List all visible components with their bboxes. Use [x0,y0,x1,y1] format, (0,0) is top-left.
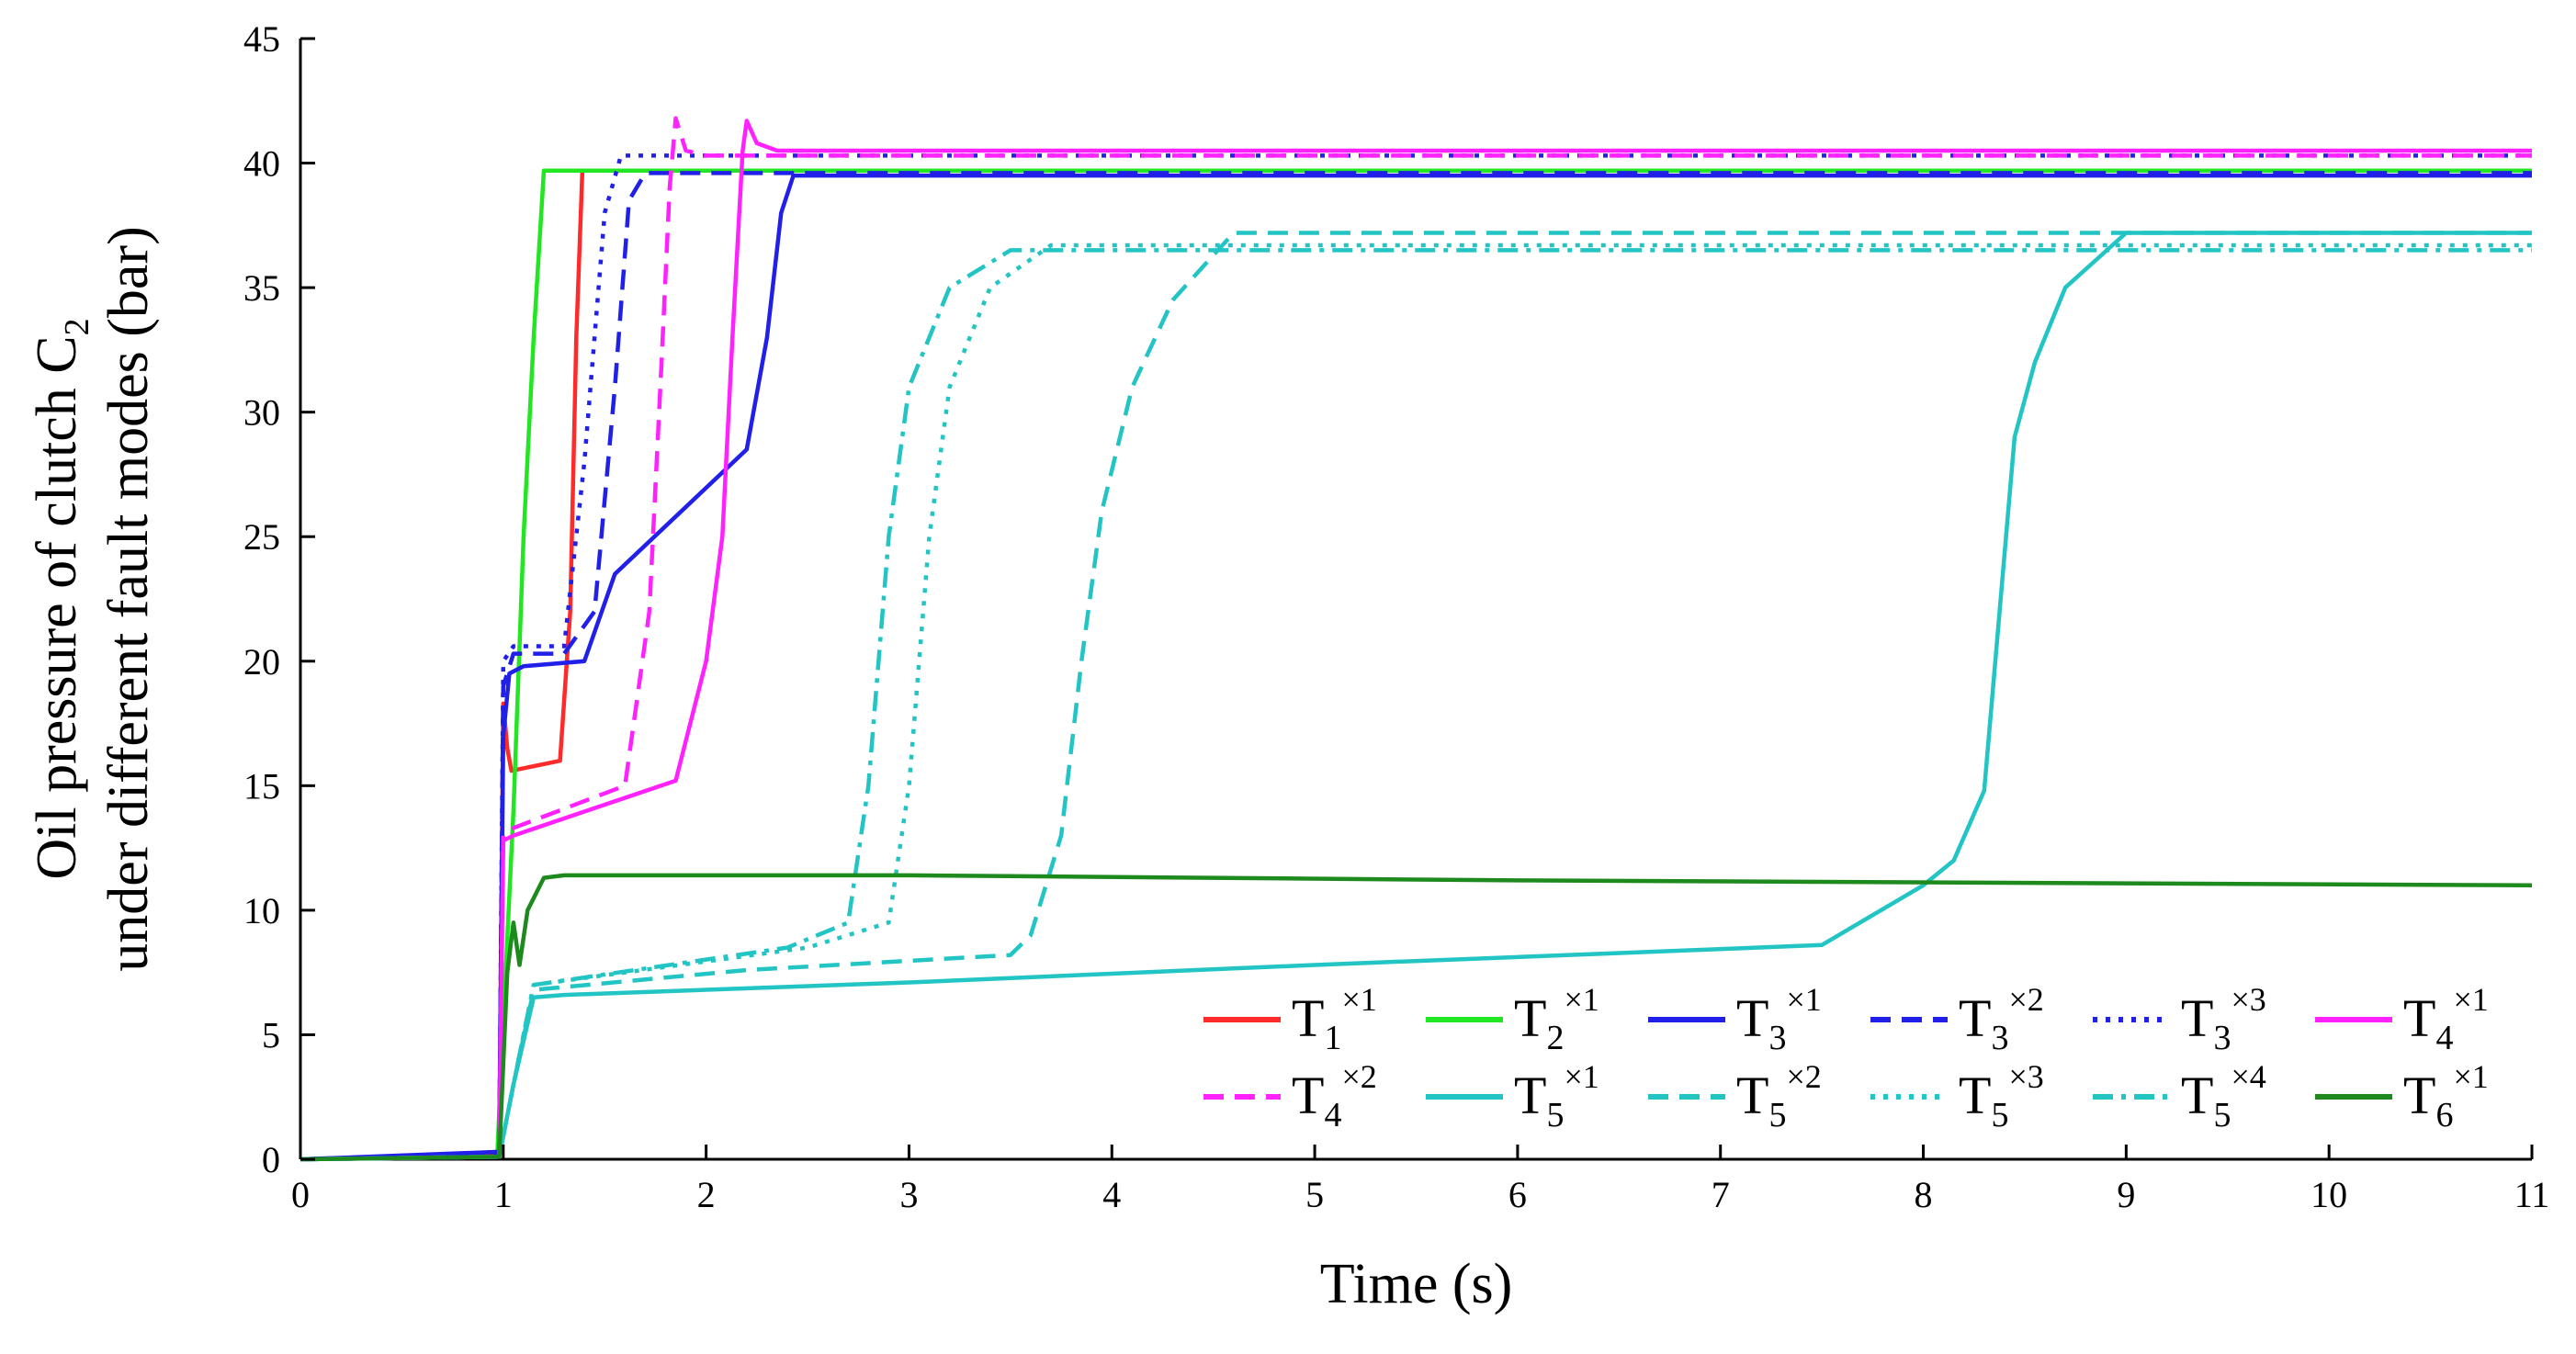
series-line-t6-x1 [299,873,2533,1162]
legend-entry-sub: 5 [2213,1096,2231,1134]
x-tick-label: 9 [2117,1174,2135,1215]
legend-entry-sup: ×2 [2008,981,2043,1018]
legend-entry-sub: 5 [1546,1096,1564,1134]
y-tick-label: 45 [243,18,280,60]
x-tick-label: 6 [1508,1174,1527,1215]
legend-entry-base: T [1959,988,1991,1048]
legend-entry-sup: ×1 [1564,1058,1599,1095]
x-tick-label: 8 [1915,1174,1933,1215]
legend-entry-sub: 4 [2435,1019,2453,1057]
legend-entry-base: T [1292,988,1324,1048]
x-tick-label: 11 [2514,1174,2550,1215]
legend-entry-base: T [1514,1066,1546,1125]
legend-entry-sub: 3 [2213,1019,2231,1057]
legend: T1×1 T2×1 T3×1 T3×2 T3×3 T4×1T4×2 T5×1 T5×2 T5×3… [1203,981,2489,1134]
y-axis-title-line1-sub: 2 [58,318,96,335]
y-tick-label: 35 [243,267,280,309]
axes [299,39,2532,1161]
y-axis-title-line1: Oil pressure of clutch C2 [26,318,96,879]
legend-entry-sup: ×4 [2231,1058,2265,1095]
legend-entry-sup: ×1 [2453,981,2488,1018]
legend-entry-sup: ×1 [1341,981,1376,1018]
legend-entry-sub: 2 [1546,1019,1564,1057]
legend-entry-sup: ×3 [2231,981,2265,1018]
legend-entry-label: T4×2 [1292,1058,1377,1134]
legend-entry-sub: 4 [1324,1096,1341,1134]
legend-entry-sub: 1 [1324,1019,1341,1057]
y-axis-title-line2: under different fault modes (bar) [97,226,160,971]
y-tick-label: 25 [243,516,280,558]
x-tick-label: 3 [899,1174,918,1215]
legend-entry-sup: ×1 [1786,981,1821,1018]
x-tick-label: 0 [291,1174,310,1215]
y-tick-label: 40 [243,143,280,185]
x-tick-label: 10 [2310,1174,2347,1215]
y-tick-label: 30 [243,392,280,434]
legend-entry-sub: 6 [2435,1096,2453,1134]
x-tick-label: 1 [494,1174,513,1215]
series-layer [299,116,2533,1162]
legend-entry-base: T [2403,1066,2435,1125]
legend-entry-label: T6×1 [2403,1058,2489,1134]
legend-entry-label: T3×2 [1959,981,2044,1057]
y-axis-title-line1-main: Oil pressure of clutch C [26,335,88,879]
legend-entry-label: T5×3 [1959,1058,2044,1134]
legend-entry-base: T [2181,988,2213,1048]
series-line-t3-x2 [299,171,2532,1162]
legend-entry-base: T [1736,1066,1768,1125]
legend-entry-sup: ×3 [2008,1058,2043,1095]
y-tick-label: 20 [243,641,280,683]
legend-entry-sup: ×2 [1341,1058,1376,1095]
y-tick-label: 5 [262,1014,280,1055]
x-tick-label: 2 [697,1174,716,1215]
legend-entry-sub: 3 [1991,1019,2008,1057]
x-tick-label: 5 [1305,1174,1324,1215]
legend-entry-sub: 5 [1768,1096,1786,1134]
legend-entry-label: T5×4 [2181,1058,2266,1134]
legend-entry-sup: ×1 [1564,981,1599,1018]
legend-entry-base: T [1292,1066,1324,1125]
y-tick-label: 0 [262,1139,280,1180]
series-line-t5-x4 [299,248,2532,1162]
legend-entry-sub: 5 [1991,1096,2008,1134]
x-tick-label: 7 [1712,1174,1730,1215]
series-line-t5-x2 [299,231,2532,1162]
legend-entry-label: T4×1 [2403,981,2489,1057]
x-tick-label: 4 [1102,1174,1121,1215]
legend-entry-sub: 3 [1768,1019,1786,1057]
y-tick-label: 15 [243,765,280,807]
legend-entry-label: T3×3 [2181,981,2266,1057]
legend-entry-label: T5×1 [1514,1058,1599,1134]
y-tick-label: 10 [243,890,280,931]
legend-entry-label: T5×2 [1736,1058,1822,1134]
legend-entry-base: T [1959,1066,1991,1125]
legend-entry-base: T [1514,988,1546,1048]
legend-entry-sup: ×1 [2453,1058,2488,1095]
legend-entry-label: T3×1 [1736,981,1822,1057]
x-axis-title: Time (s) [1320,1253,1513,1315]
series-line-t4-x2 [299,116,2532,1162]
legend-entry-label: T1×1 [1292,981,1377,1057]
legend-entry-base: T [1736,988,1768,1048]
legend-entry-base: T [2403,988,2435,1048]
legend-entry-label: T2×1 [1514,981,1599,1057]
legend-entry-base: T [2181,1066,2213,1125]
legend-entry-sup: ×2 [1786,1058,1821,1095]
